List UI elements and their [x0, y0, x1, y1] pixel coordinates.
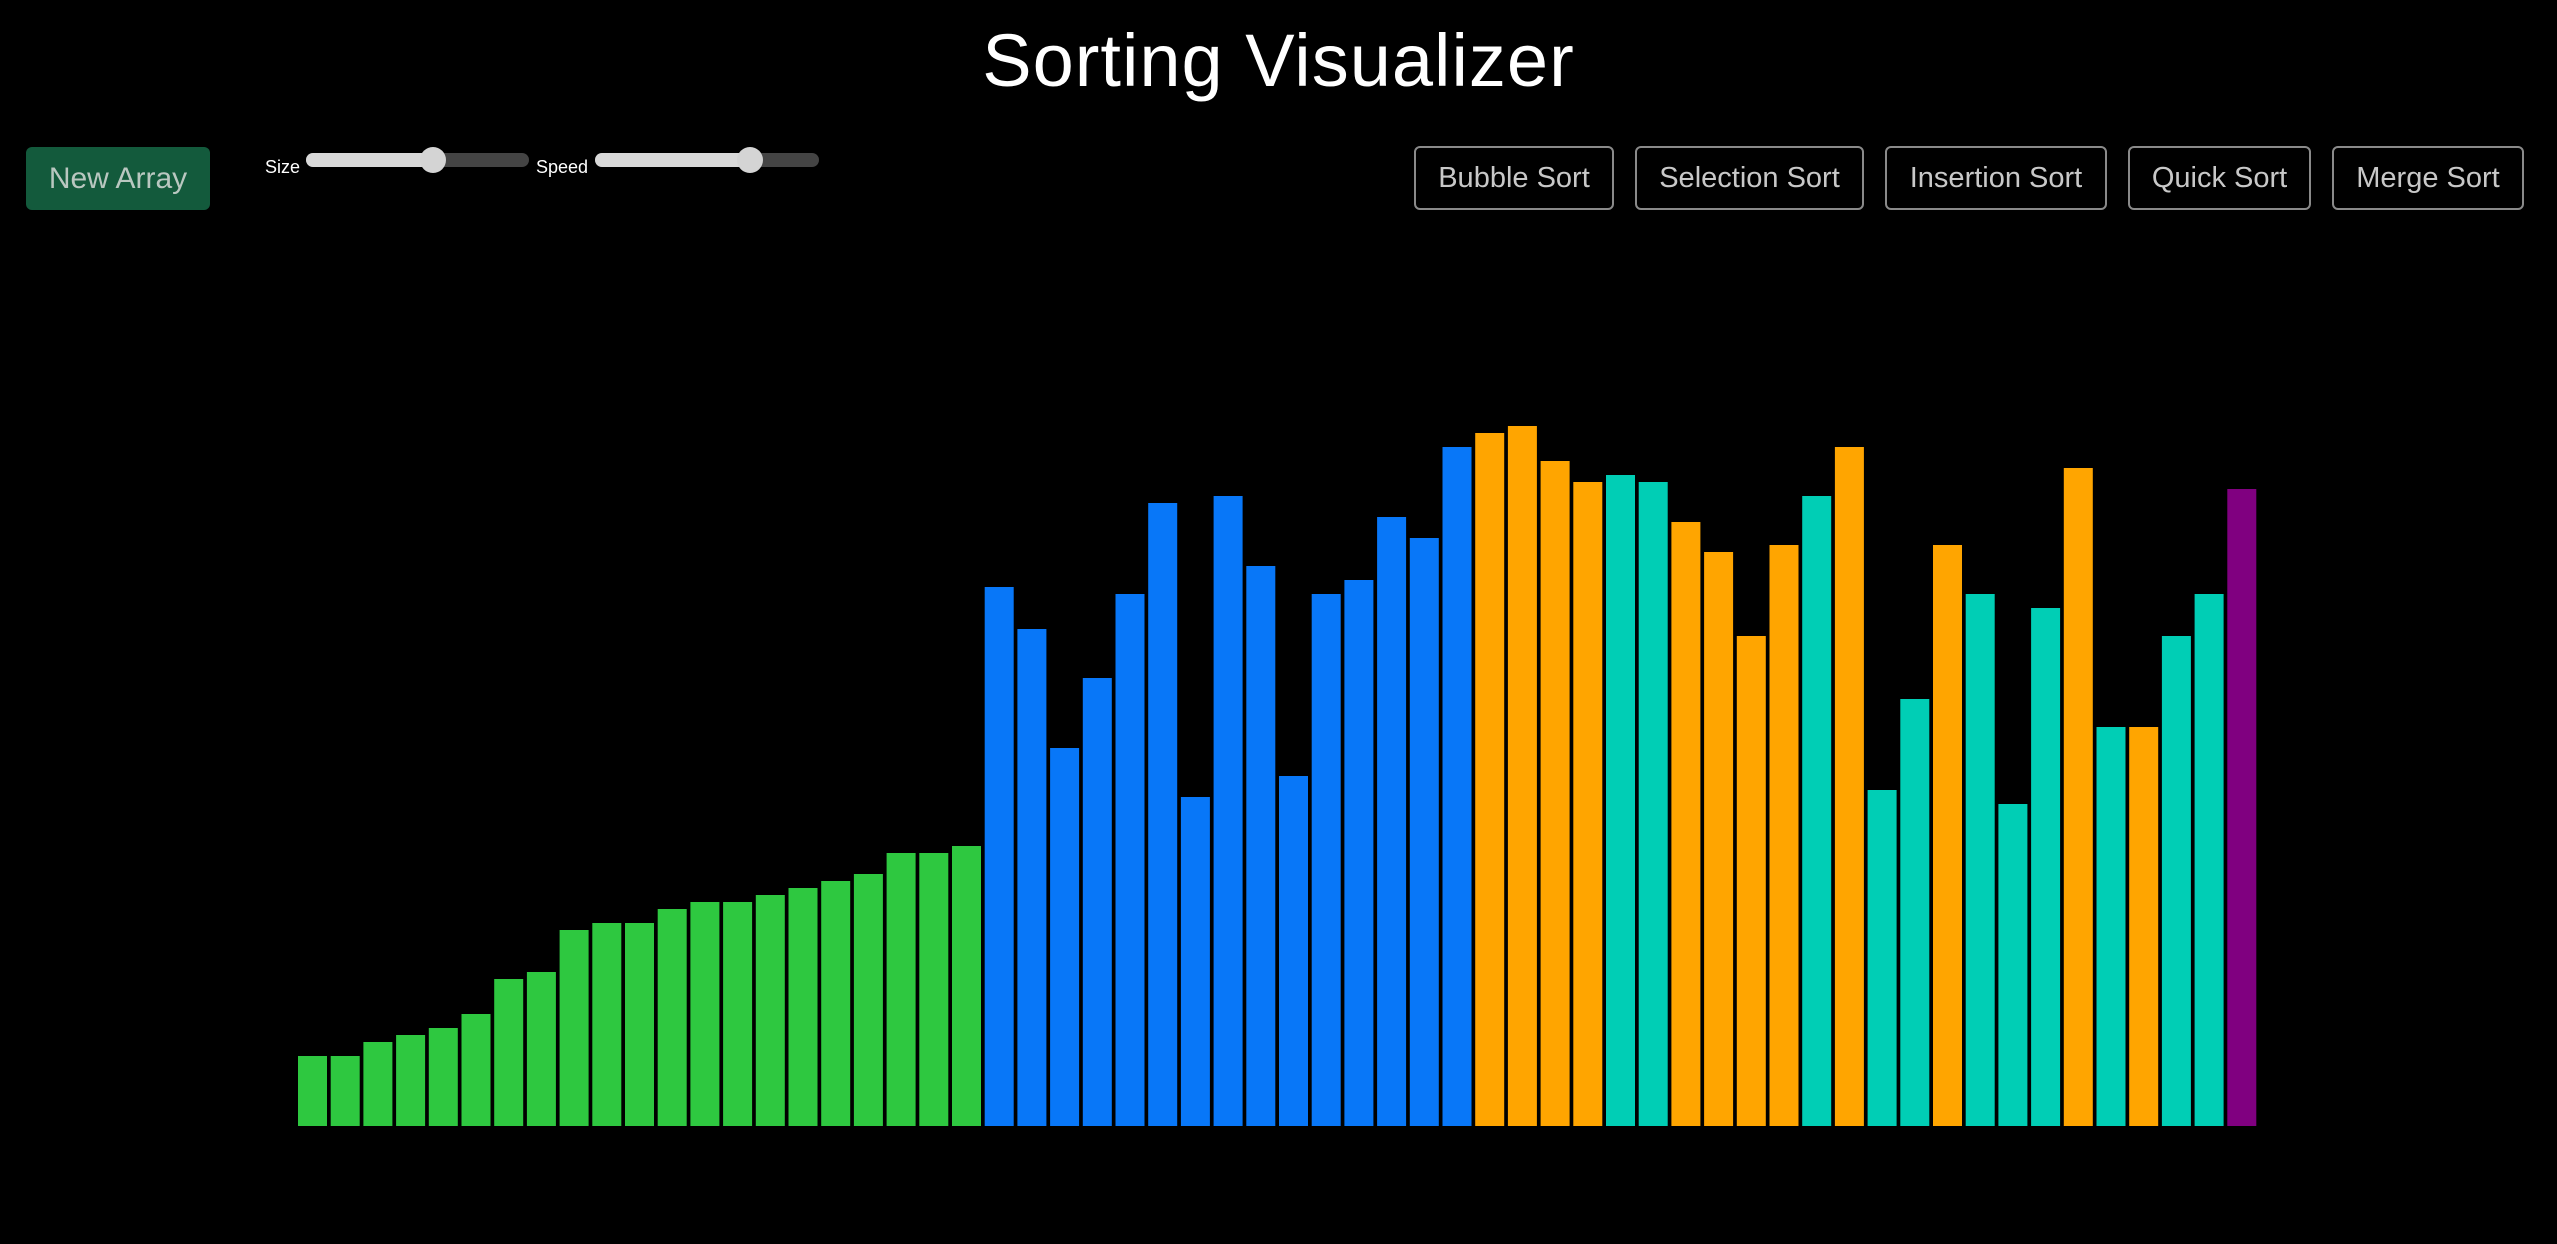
array-bar: [1965, 594, 1995, 1126]
size-slider[interactable]: [306, 147, 529, 173]
array-bar: [559, 930, 589, 1126]
array-bar: [625, 923, 654, 1126]
speed-slider-fill: [595, 153, 750, 167]
merge-sort-button[interactable]: Merge Sort: [2332, 146, 2524, 210]
speed-label: Speed: [536, 157, 589, 177]
array-bar: [1148, 503, 1178, 1126]
array-bar: [461, 1014, 491, 1126]
array-bar: [1867, 790, 1897, 1126]
array-bar: [1933, 545, 1962, 1126]
array-bar: [2063, 468, 2093, 1126]
array-bar: [428, 1028, 458, 1126]
array-bar: [1475, 433, 1505, 1126]
array-bar: [1834, 447, 1864, 1126]
array-bar: [919, 853, 949, 1126]
size-slider-thumb[interactable]: [420, 147, 447, 173]
array-bar: [1638, 482, 1668, 1126]
array-bar: [1573, 482, 1603, 1126]
array-bar: [1704, 552, 1734, 1126]
array-bar: [1115, 594, 1145, 1126]
array-bar: [1017, 629, 1047, 1126]
array-bar: [494, 979, 524, 1126]
array-bar: [1180, 797, 1210, 1126]
array-bar: [1082, 678, 1112, 1126]
array-bar: [363, 1042, 393, 1126]
array-bar: [1377, 517, 1407, 1126]
array-bar: [657, 909, 687, 1126]
page-title: Sorting Visualizer: [982, 19, 1575, 102]
array-bar: [1802, 496, 1832, 1126]
array-bar: [1442, 447, 1472, 1126]
array-bar: [2194, 594, 2224, 1126]
array-bar: [1050, 748, 1080, 1126]
array-bar: [952, 846, 981, 1126]
array-bar: [2096, 727, 2126, 1126]
array-bar: [330, 1056, 360, 1126]
array-bar: [1671, 522, 1701, 1126]
array-bar: [1736, 636, 1766, 1126]
size-label: Size: [265, 157, 301, 177]
array-bar: [1409, 538, 1439, 1126]
array-bar: [1344, 580, 1374, 1126]
array-bar: [2227, 489, 2257, 1126]
array-bar: [984, 587, 1014, 1126]
array-bar: [1507, 426, 1537, 1126]
array-bar: [2129, 727, 2159, 1126]
array-bar: [1606, 475, 1635, 1126]
size-slider-fill: [306, 153, 434, 167]
array-bar: [1213, 496, 1243, 1126]
array-bar: [1279, 776, 1308, 1126]
insertion-sort-button[interactable]: Insertion Sort: [1885, 146, 2107, 210]
array-bar: [592, 923, 622, 1126]
array-bar: [1311, 594, 1341, 1126]
array-bar: [1769, 545, 1799, 1126]
array-bar: [821, 881, 851, 1126]
array-bar: [788, 888, 818, 1126]
array-bar: [396, 1035, 426, 1126]
array-bar: [690, 902, 720, 1126]
array-bar: [755, 895, 785, 1126]
array-bar: [526, 972, 556, 1126]
array-bar: [2031, 608, 2061, 1126]
array-bar: [1540, 461, 1570, 1126]
speed-slider-thumb[interactable]: [736, 147, 763, 173]
array-bar: [298, 1056, 327, 1126]
array-bar: [2161, 636, 2191, 1126]
selection-sort-button[interactable]: Selection Sort: [1635, 146, 1864, 210]
array-bar: [1900, 699, 1930, 1126]
array-bar: [1998, 804, 2028, 1126]
speed-slider[interactable]: [595, 147, 819, 173]
array-bar: [853, 874, 883, 1126]
array-bar: [1246, 566, 1276, 1126]
bubble-sort-button[interactable]: Bubble Sort: [1414, 146, 1614, 210]
quick-sort-button[interactable]: Quick Sort: [2128, 146, 2311, 210]
array-bar: [723, 902, 753, 1126]
new-array-button[interactable]: New Array: [26, 147, 210, 210]
array-bar: [886, 853, 916, 1126]
